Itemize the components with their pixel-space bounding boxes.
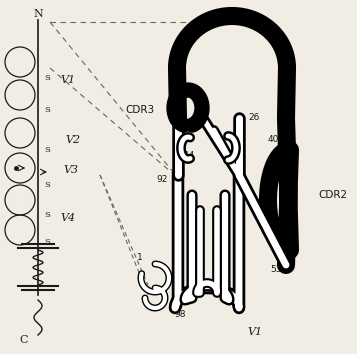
Text: CDR1: CDR1 — [217, 13, 247, 23]
Text: V4: V4 — [60, 213, 75, 223]
Text: N: N — [33, 9, 43, 19]
Text: V1: V1 — [60, 75, 75, 85]
Text: C: C — [20, 335, 28, 345]
Text: V3: V3 — [63, 165, 78, 175]
Text: 40: 40 — [268, 136, 280, 144]
Text: S: S — [44, 146, 50, 154]
Text: 85: 85 — [228, 150, 240, 160]
Text: S: S — [44, 74, 50, 82]
Text: S: S — [44, 238, 50, 246]
Text: V2: V2 — [65, 135, 80, 145]
Text: CDR2: CDR2 — [318, 190, 347, 200]
Text: CDR3: CDR3 — [126, 105, 155, 115]
Text: 1: 1 — [137, 253, 143, 263]
Text: V1: V1 — [247, 327, 262, 337]
Text: S: S — [44, 181, 50, 189]
Text: 14: 14 — [183, 150, 195, 160]
Text: 98: 98 — [174, 310, 186, 319]
Text: 92: 92 — [157, 176, 168, 184]
Text: 53: 53 — [270, 266, 282, 274]
Text: 26: 26 — [248, 114, 260, 122]
Text: S: S — [44, 211, 50, 219]
Text: S: S — [44, 106, 50, 114]
